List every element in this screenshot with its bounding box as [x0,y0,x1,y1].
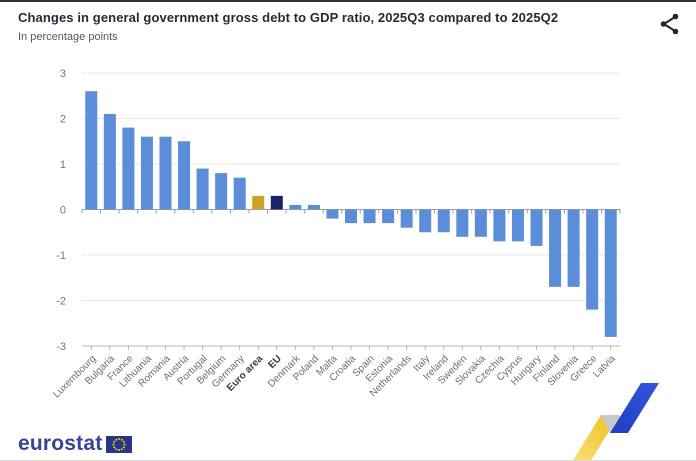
chart-bar-sweden[interactable] [456,209,469,237]
chart-bar-germany[interactable] [233,177,246,210]
chart-bar-malta[interactable] [326,209,339,219]
y-axis-tick-label: 3 [60,68,66,80]
ribbon-blue-stroke [610,383,659,433]
chart-bar-slovakia[interactable] [474,209,487,237]
y-axis-tick-label: -1 [56,250,66,262]
y-axis-tick-label: 0 [60,205,66,217]
bar-chart: 3210-1-2-3LuxembourgBulgariaFranceLithua… [51,68,621,400]
eurostat-logo-text: eurostat [18,432,103,455]
chart-bar-latvia[interactable] [604,209,617,337]
y-axis-tick-label: -2 [56,296,66,308]
chart-bar-euro-area[interactable] [252,195,265,210]
chart-title: Changes in general government gross debt… [18,10,559,25]
y-axis-tick-label: 2 [60,114,66,126]
chart-bar-poland[interactable] [307,204,320,210]
chart-bar-portugal[interactable] [196,168,209,210]
eurostat-ribbon-decoration [573,383,659,460]
chart-bar-lithuania[interactable] [140,136,153,210]
chart-header: Changes in general government gross debt… [18,10,638,43]
chart-bar-estonia[interactable] [382,209,395,224]
share-icon[interactable] [658,12,682,36]
chart-bar-spain[interactable] [363,209,376,224]
chart-bar-slovenia[interactable] [567,209,580,287]
chart-bar-hungary[interactable] [530,209,543,246]
eu-flag-icon [106,435,133,453]
chart-bar-bulgaria[interactable] [103,113,116,210]
chart-bar-romania[interactable] [159,136,172,210]
chart-bar-eu[interactable] [270,195,283,210]
chart-bar-cyprus[interactable] [511,209,524,242]
chart-subtitle: In percentage points [18,31,118,43]
chart-bar-greece[interactable] [586,209,599,310]
chart-bar-austria[interactable] [178,141,191,210]
chart-bar-netherlands[interactable] [400,209,413,228]
chart-bar-belgium[interactable] [215,173,228,210]
eurostat-logo[interactable]: eurostat [18,432,133,456]
chart-bar-finland[interactable] [549,209,562,287]
chart-bar-croatia[interactable] [345,209,357,224]
y-axis-tick-label: -3 [56,341,66,353]
chart-bar-ireland[interactable] [437,209,450,233]
y-axis-tick-label: 1 [60,159,66,171]
chart-bar-luxembourg[interactable] [85,91,98,210]
chart-bar-denmark[interactable] [289,204,302,210]
chart-bar-czechia[interactable] [493,209,506,242]
chart-bar-italy[interactable] [419,209,432,233]
chart-bar-france[interactable] [122,127,135,210]
